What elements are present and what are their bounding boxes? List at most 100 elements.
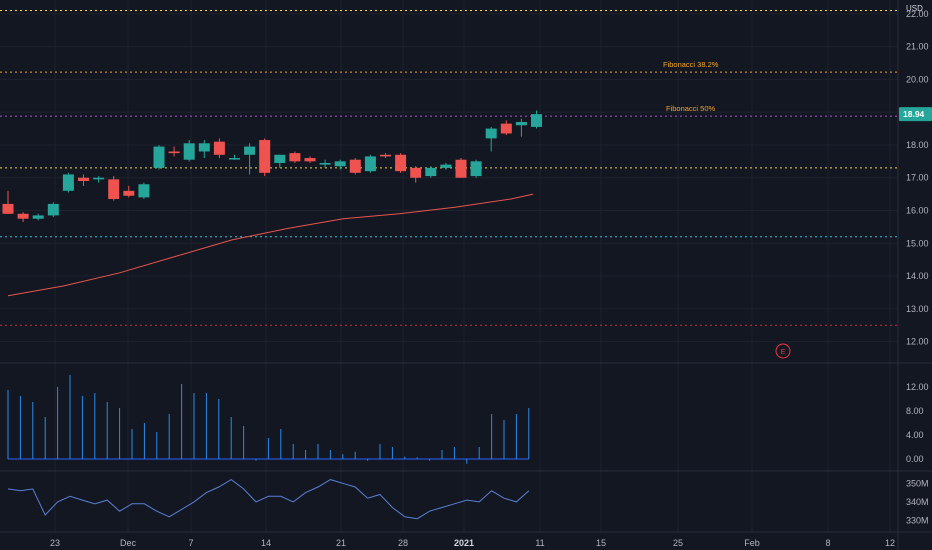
horizontal-levels: Fibonacci 38.2% Fibonacci 50% <box>0 10 898 326</box>
candle <box>123 185 135 198</box>
candle-body <box>425 167 437 177</box>
candle <box>78 174 89 186</box>
candlesticks <box>2 110 542 222</box>
candle-body <box>138 184 150 198</box>
line-pane-tick-label: 350M <box>906 478 929 488</box>
price-tick-label: 21.00 <box>906 42 929 52</box>
candle <box>440 162 452 170</box>
line-pane: 350M 340M 330M <box>7 478 929 526</box>
moving-average-line <box>7 193 534 297</box>
candle-body <box>62 174 74 191</box>
time-tick-label: 8 <box>825 538 830 548</box>
fib-label: Fibonacci 38.2% <box>663 60 719 69</box>
time-tick-label: 12 <box>885 538 895 548</box>
candle <box>410 166 422 183</box>
candle <box>289 151 301 163</box>
candle <box>364 154 376 173</box>
candle-body <box>289 153 301 162</box>
candle <box>244 143 256 175</box>
price-tick-label: 12.00 <box>906 337 929 347</box>
candle <box>515 118 527 137</box>
price-tick-label: 18.00 <box>906 140 929 150</box>
earnings-marker-icon <box>775 343 791 359</box>
last-price-label: 18.94 <box>903 109 925 119</box>
candle <box>349 158 361 175</box>
candle <box>183 140 195 162</box>
candle-body <box>274 154 286 163</box>
candle-body <box>229 158 240 160</box>
candle <box>93 176 105 183</box>
candle-body <box>183 143 195 160</box>
time-tick-label: 25 <box>673 538 683 548</box>
candle-body <box>380 154 391 157</box>
candle <box>229 154 240 160</box>
candle <box>47 202 59 218</box>
price-tick-label: 13.00 <box>906 304 929 314</box>
candle-body <box>410 167 422 178</box>
moving-average <box>7 193 534 297</box>
candle-body <box>259 140 271 173</box>
candle-body <box>153 146 165 168</box>
candle <box>198 140 210 159</box>
time-axis[interactable]: 23 Dec 7 14 21 28 2021 11 15 25 Feb 8 12 <box>50 538 895 548</box>
time-tick-label: 28 <box>398 538 408 548</box>
candle <box>334 159 346 170</box>
candle <box>425 166 437 178</box>
candle <box>531 110 542 129</box>
last-price-tag <box>899 107 932 122</box>
candle-body <box>168 151 180 154</box>
candle-body <box>213 141 225 155</box>
candle-body <box>17 213 29 219</box>
histogram-tick-label: 0.00 <box>906 454 924 464</box>
candle <box>138 182 150 200</box>
histogram-tick-label: 12.00 <box>906 382 929 392</box>
candle-body <box>32 215 44 219</box>
candle <box>455 158 467 178</box>
histogram-pane: 12.00 8.00 4.00 0.00 <box>7 375 929 464</box>
line-pane-tick-label: 330M <box>906 516 929 526</box>
candle-body <box>470 161 482 177</box>
candle <box>304 156 316 163</box>
candle-body <box>123 190 135 196</box>
candle-body <box>455 159 467 178</box>
candle-body <box>334 161 346 167</box>
candle-body <box>93 177 105 180</box>
price-tick-label: 15.00 <box>906 238 929 248</box>
currency-label: USD <box>906 4 923 13</box>
candle-body <box>78 177 89 181</box>
time-tick-label: 11 <box>535 538 544 548</box>
candle <box>395 153 407 173</box>
candle <box>500 120 512 136</box>
price-tick-label: 17.00 <box>906 173 929 183</box>
candle <box>259 138 271 177</box>
candle <box>62 172 74 193</box>
candle-body <box>319 162 331 165</box>
candle-body <box>2 203 14 214</box>
time-tick-label: Dec <box>120 538 137 548</box>
candle <box>108 176 120 201</box>
price-tick-label: 20.00 <box>906 74 929 84</box>
candle-body <box>500 123 512 134</box>
candle <box>32 213 44 221</box>
candle <box>153 144 165 170</box>
candle-body <box>395 154 407 172</box>
candle <box>380 153 391 159</box>
time-tick-label: 23 <box>50 538 60 548</box>
candle <box>470 159 482 178</box>
price-tick-label: 16.00 <box>906 206 929 216</box>
histogram-tick-label: 4.00 <box>906 430 924 440</box>
line-pane-tick-label: 340M <box>906 497 929 507</box>
price-axis[interactable]: USD22.0021.0020.0019.0018.0017.0016.0015… <box>899 4 932 347</box>
candle-body <box>198 143 210 152</box>
candle-body <box>349 159 361 173</box>
price-tick-label: 22.00 <box>906 9 929 19</box>
candle-body <box>304 158 316 162</box>
candle-body <box>244 146 256 155</box>
candle <box>168 146 180 157</box>
candle-body <box>531 114 542 127</box>
histogram-tick-label: 8.00 <box>906 406 924 416</box>
time-tick-label: 2021 <box>454 538 474 548</box>
candle <box>485 126 497 152</box>
